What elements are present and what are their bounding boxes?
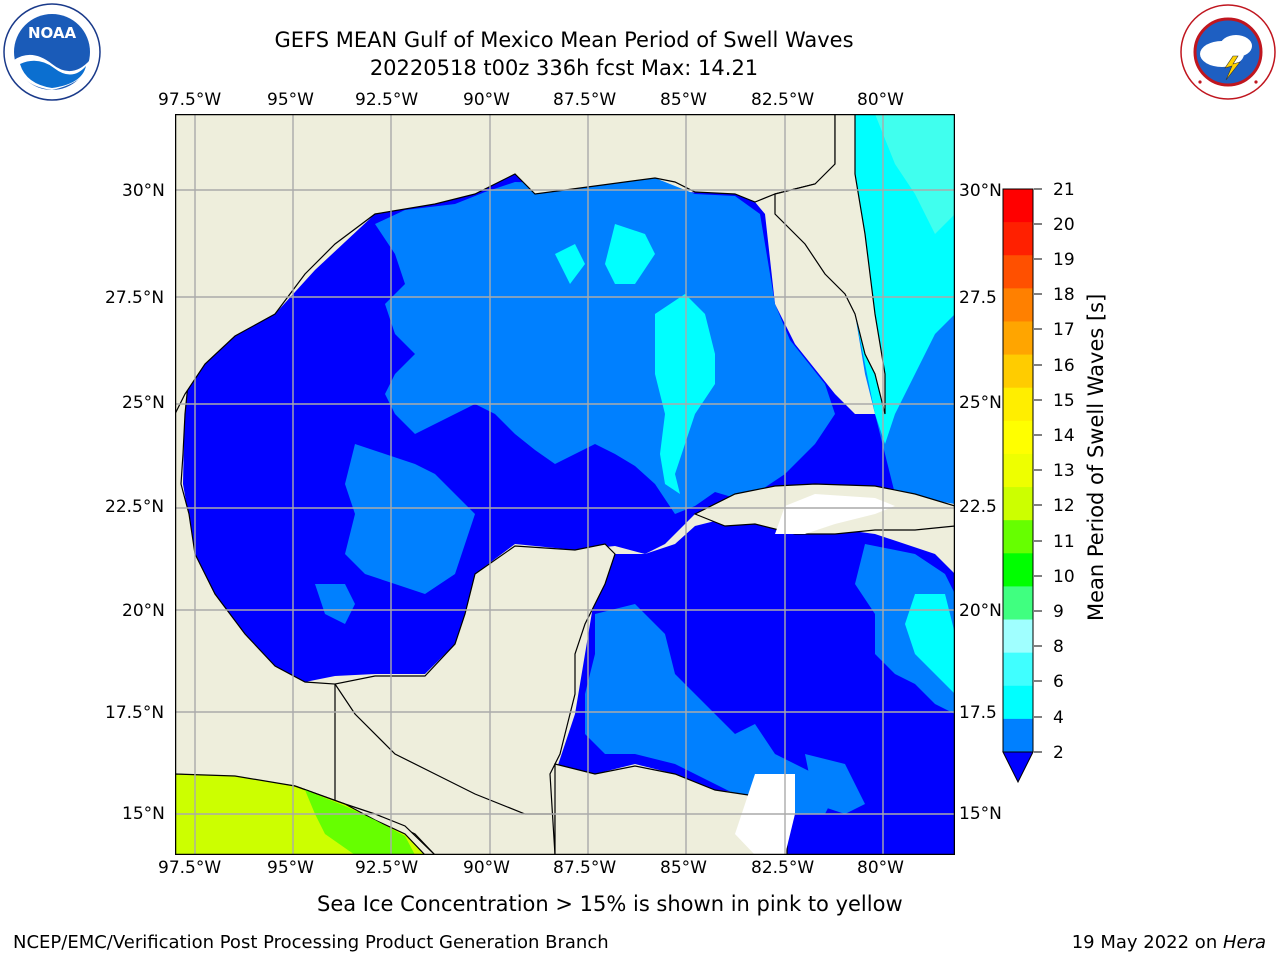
florida-land — [774, 114, 886, 415]
lat-label-right-30: 30°N — [959, 181, 1002, 201]
lon-label-top-97-5: 97.5°W — [158, 90, 222, 110]
chart-subtitle: 20220518 t00z 336h fcst Max: 14.21 — [369, 56, 759, 80]
lon-label-top-95: 95°W — [267, 90, 314, 110]
lon-label-bottom-97-5: 97.5°W — [158, 858, 222, 878]
footer-credit: NCEP/EMC/Verification Post Processing Pr… — [13, 932, 609, 953]
lat-label-right-20: 20°N — [959, 601, 1002, 621]
lon-label-bottom-85: 85°W — [660, 858, 707, 878]
colorbar-bin — [1003, 553, 1033, 587]
gulf-high-period-1 — [655, 294, 715, 494]
colorbar-bin — [1003, 255, 1033, 289]
gulf-high-period-3 — [555, 244, 585, 284]
colorbar-bin — [1003, 652, 1033, 687]
colorbar-tick-6: 6 — [1053, 672, 1064, 692]
lon-label-bottom-80: 80°W — [857, 858, 904, 878]
colorbar-tick-13: 13 — [1053, 461, 1075, 481]
lon-label-bottom-92-5: 92.5°W — [355, 858, 419, 878]
colorbar-tick-17: 17 — [1053, 320, 1075, 340]
lat-label-left-17-5: 17.5°N — [105, 703, 165, 723]
colorbar-bin — [1003, 288, 1033, 322]
colorbar-swatches — [1002, 188, 1034, 784]
chart-title: GEFS MEAN Gulf of Mexico Mean Period of … — [274, 28, 854, 52]
noaa-logo-text: NOAA — [28, 24, 77, 42]
colorbar — [1002, 188, 1034, 784]
caribbean-medium-period-south — [805, 754, 865, 814]
colorbar-tick-12: 12 — [1053, 496, 1075, 516]
colorbar-bin — [1003, 222, 1033, 256]
colorbar-tick-marks — [1034, 188, 1042, 753]
atlantic-higher-period — [875, 114, 955, 234]
honduras-land — [554, 763, 788, 855]
colorbar-tick-2: 2 — [1053, 743, 1064, 763]
map-frame — [174, 113, 956, 856]
colorbar-bin — [1003, 354, 1033, 389]
colorbar-tick-4: 4 — [1053, 708, 1064, 728]
lat-label-left-15: 15°N — [122, 804, 165, 824]
lon-label-top-85: 85°W — [660, 90, 707, 110]
colorbar-bin — [1003, 619, 1033, 654]
lon-label-top-87-5: 87.5°W — [553, 90, 617, 110]
colorbar-bin — [1003, 189, 1033, 223]
pacific-swell-green — [305, 790, 415, 855]
lon-label-top-90: 90°W — [463, 90, 510, 110]
colorbar-tick-19: 19 — [1053, 250, 1075, 270]
graticule — [175, 114, 955, 855]
caribbean-medium-period-east — [855, 544, 955, 714]
lat-label-left-22-5: 22.5°N — [105, 497, 165, 517]
footer-date: 19 May 2022 on Hera — [1072, 932, 1266, 954]
lon-label-bottom-95: 95°W — [267, 858, 314, 878]
lat-label-left-25: 25°N — [122, 393, 165, 413]
colorbar-frame — [1002, 188, 1034, 753]
colorbar-tick-18: 18 — [1053, 285, 1075, 305]
caribbean-medium-period — [585, 604, 835, 814]
colorbar-extend-arrow — [1002, 751, 1034, 784]
gulf-medium-period-west — [345, 444, 475, 594]
lat-label-right-25: 25°N — [959, 393, 1002, 413]
swell-period-map — [174, 113, 956, 856]
colorbar-bin — [1003, 453, 1033, 488]
lat-label-left-30: 30°N — [122, 181, 165, 201]
nws-logo — [1178, 2, 1278, 102]
lon-label-top-92-5: 92.5°W — [355, 90, 419, 110]
gulf-high-period-2 — [605, 224, 655, 284]
noaa-logo: NOAA — [2, 2, 102, 102]
colorbar-tick-9: 9 — [1053, 602, 1064, 622]
no-data-zone-cuba — [775, 494, 895, 534]
lat-label-right-17-5: 17.5 — [959, 703, 997, 723]
colorbar-bin — [1003, 520, 1033, 554]
lat-label-right-15: 15°N — [959, 804, 1002, 824]
sea-ice-note: Sea Ice Concentration > 15% is shown in … — [317, 892, 903, 916]
lon-label-bottom-82-5: 82.5°W — [751, 858, 815, 878]
lat-label-left-20: 20°N — [122, 601, 165, 621]
lat-label-right-27-5: 27.5 — [959, 288, 997, 308]
colorbar-bin — [1003, 487, 1033, 521]
colorbar-tick-21: 21 — [1053, 180, 1075, 200]
colorbar-bin — [1003, 387, 1033, 422]
colorbar-tick-8: 8 — [1053, 637, 1064, 657]
colorbar-bin — [1003, 718, 1033, 753]
lon-label-bottom-87-5: 87.5°W — [553, 858, 617, 878]
gulf-medium-period-sw — [315, 584, 355, 624]
lon-label-top-80: 80°W — [857, 90, 904, 110]
colorbar-tick-14: 14 — [1053, 426, 1075, 446]
colorbar-bin — [1003, 685, 1033, 720]
colorbar-bin — [1003, 586, 1033, 621]
colorbar-tick-20: 20 — [1053, 215, 1075, 235]
colorbar-tick-16: 16 — [1053, 356, 1075, 376]
colorbar-bin — [1003, 420, 1033, 455]
footer-date-text: 19 May 2022 on — [1071, 932, 1223, 953]
footer-host: Hera — [1222, 932, 1266, 953]
colorbar-label: Mean Period of Swell Waves [s] — [1084, 293, 1108, 621]
caribbean-high-period — [905, 594, 955, 694]
lat-label-right-22-5: 22.5 — [959, 497, 997, 517]
colorbar-tick-11: 11 — [1053, 532, 1075, 552]
lon-label-bottom-90: 90°W — [463, 858, 510, 878]
colorbar-tick-10: 10 — [1053, 567, 1075, 587]
colorbar-tick-15: 15 — [1053, 391, 1075, 411]
lon-label-top-82-5: 82.5°W — [751, 90, 815, 110]
lat-label-left-27-5: 27.5°N — [105, 288, 165, 308]
map-panel — [174, 113, 956, 856]
caribbean-water — [555, 514, 955, 855]
colorbar-bin — [1003, 321, 1033, 356]
